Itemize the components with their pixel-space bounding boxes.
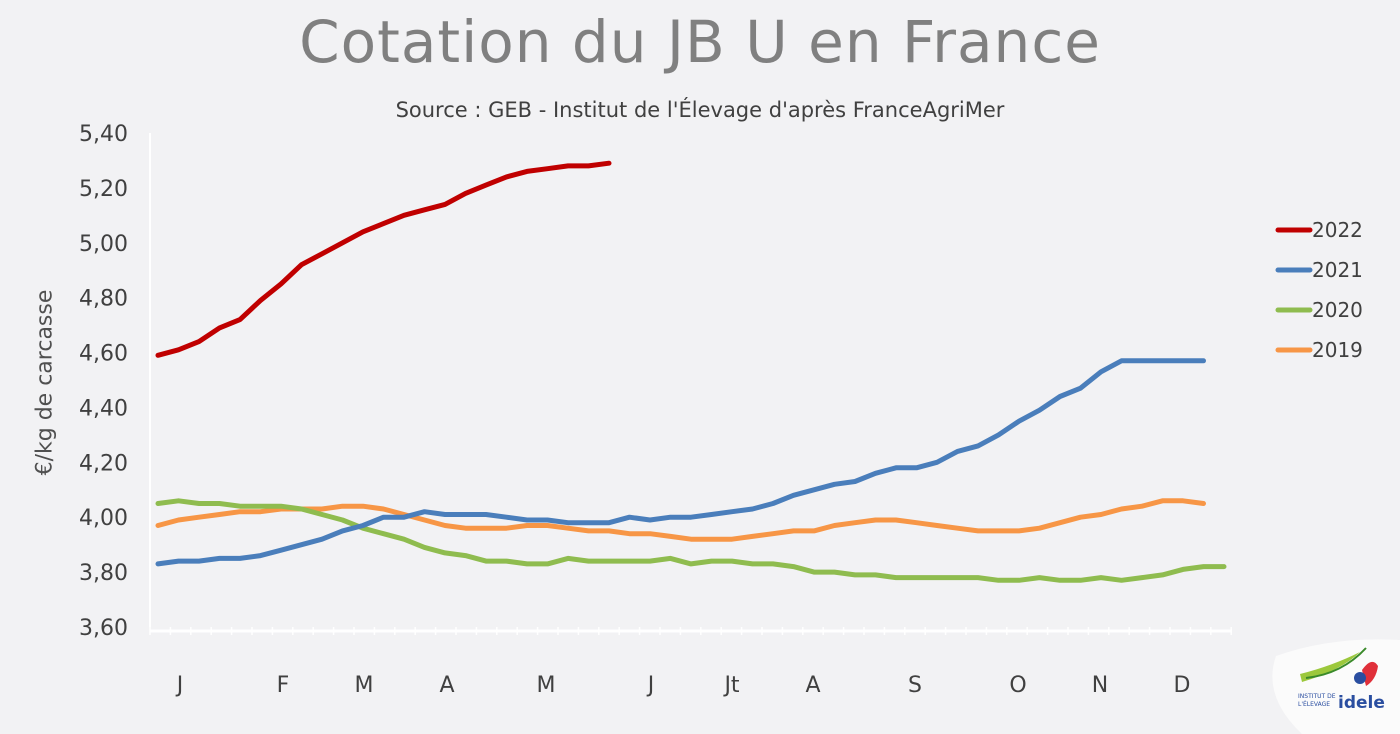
y-tick-label: 4,40 — [79, 396, 128, 421]
series-line-2021 — [155, 358, 1206, 567]
y-tick-label: 5,20 — [79, 177, 128, 202]
svg-text:L'ÉLEVAGE: L'ÉLEVAGE — [1298, 700, 1330, 708]
x-tick-label-month: S — [908, 673, 922, 698]
x-tick-label-month: A — [439, 673, 454, 698]
x-tick-label-month: A — [805, 673, 820, 698]
y-tick-label: 5,00 — [79, 232, 128, 257]
y-tick-label: 4,00 — [79, 506, 128, 531]
series-line-2020 — [155, 498, 1227, 583]
y-tick-label: 4,60 — [79, 342, 128, 367]
y-tick-label: 3,80 — [79, 561, 128, 586]
x-tick-label-month: M — [537, 673, 556, 698]
x-tick-label-month: O — [1009, 673, 1026, 698]
y-tick-label: 5,40 — [79, 122, 128, 147]
x-tick-label-month: M — [355, 673, 374, 698]
x-tick-label-month: Jt — [722, 673, 739, 698]
x-tick-label-month: N — [1092, 673, 1108, 698]
idele-logo: INSTITUT DE L'ÉLEVAGE idele — [1272, 639, 1400, 734]
series-line-2022 — [155, 160, 612, 358]
legend-label-2019: 2019 — [1312, 338, 1363, 362]
chart-subtitle: Source : GEB - Institut de l'Élevage d'a… — [395, 98, 1005, 122]
x-tick-label-month: D — [1174, 673, 1191, 698]
x-tick-label-month: F — [277, 673, 290, 698]
svg-text:idele: idele — [1338, 693, 1385, 713]
legend-label-2021: 2021 — [1312, 258, 1363, 282]
x-tick-label-month: J — [175, 673, 184, 698]
y-tick-label: 4,80 — [79, 287, 128, 312]
y-tick-label: 3,60 — [79, 616, 128, 641]
y-tick-label: 4,20 — [79, 451, 128, 476]
chart-title: Cotation du JB U en France — [299, 8, 1101, 76]
series-line-2019 — [155, 498, 1206, 542]
svg-text:INSTITUT DE: INSTITUT DE — [1298, 693, 1336, 700]
x-tick-label-month: J — [646, 673, 655, 698]
legend-label-2020: 2020 — [1312, 298, 1363, 322]
legend-label-2022: 2022 — [1312, 218, 1363, 242]
